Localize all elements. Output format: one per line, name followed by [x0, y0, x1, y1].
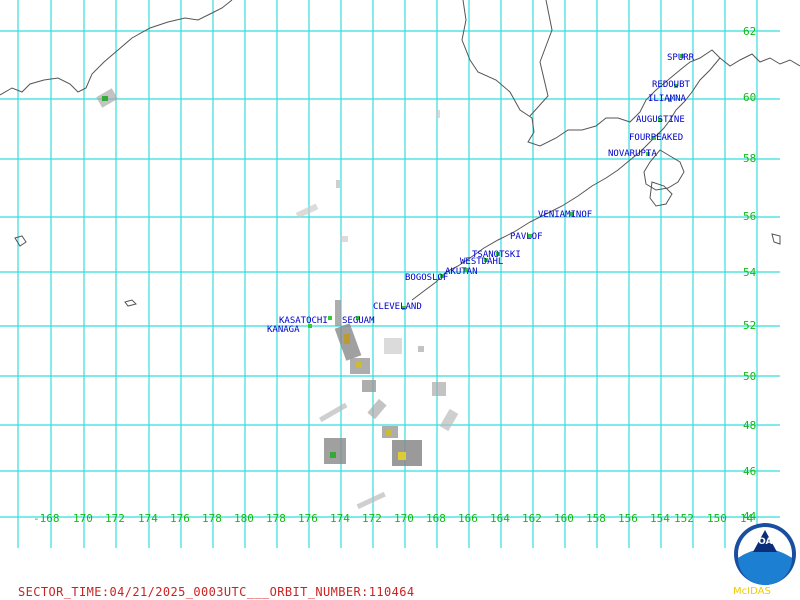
volcano-label-pavlof: PAVLOF — [510, 232, 543, 242]
volcano-labels: SPURR REDOUBT ILIAMNA AUGUSTINE FOURPEAK… — [267, 53, 695, 335]
southeast-coast — [719, 53, 800, 67]
siberia-coast — [0, 0, 233, 96]
volcano-label-redoubt: REDOUBT — [652, 80, 691, 90]
lon-label: 150 — [707, 512, 727, 525]
volcano-label-seguam: SEGUAM — [342, 316, 375, 326]
lon-label: 164 — [490, 512, 510, 525]
lon-label: -168 — [33, 512, 60, 525]
lat-label: 50 — [743, 370, 756, 383]
lon-label: 162 — [522, 512, 542, 525]
lon-label: 154 — [650, 512, 670, 525]
noaa-logo-text: NOAA — [751, 537, 780, 547]
volcano-label-fourpeaked: FOURPEAKED — [629, 133, 683, 143]
kodiak-island — [649, 181, 673, 207]
volcano-label-kasatochi: KASATOCHI — [279, 316, 328, 326]
western-alaska-coast — [529, 0, 553, 117]
lat-label: 54 — [743, 266, 757, 279]
lon-label: 168 — [426, 512, 446, 525]
island-a — [124, 299, 137, 307]
volcano-label-westdahl: WESTDAHL — [460, 257, 503, 267]
lon-label: 178 — [202, 512, 222, 525]
lat-label: 48 — [743, 419, 756, 432]
lon-label: 174 — [330, 512, 350, 525]
alaska-mainland-coast — [411, 0, 721, 301]
lon-label: 152 — [674, 512, 694, 525]
latitude-labels: 62 60 58 56 54 52 50 48 46 44 — [743, 25, 757, 523]
noaa-logo: NOAA — [734, 523, 796, 585]
volcano-label-augustine: AUGUSTINE — [636, 115, 685, 125]
lon-label: 172 — [362, 512, 382, 525]
volcano-label-cleveland: CLEVELAND — [373, 302, 422, 312]
volcano-label-kanaga: KANAGA — [267, 325, 300, 335]
island-b — [14, 235, 27, 247]
lat-label: 44 — [743, 510, 757, 523]
volcano-label-spurr: SPURR — [667, 53, 695, 63]
volcano-label-akutan: AKUTAN — [445, 267, 478, 277]
lon-label: 176 — [170, 512, 190, 525]
coastlines — [0, 0, 800, 307]
lon-label: 172 — [105, 512, 125, 525]
lat-label: 60 — [743, 91, 756, 104]
volcano-label-tsanotski: TSANOTSKI — [472, 250, 521, 260]
lon-label: 156 — [618, 512, 638, 525]
lon-label: 160 — [554, 512, 574, 525]
satellite-returns — [96, 88, 459, 510]
volcano-label-iliamna: ILIAMNA — [648, 94, 687, 104]
lat-label: 58 — [743, 152, 756, 165]
lat-label: 62 — [743, 25, 756, 38]
volcano-label-bogoslof: BOGOSLOF — [405, 273, 448, 283]
mcidas-credit: McIDAS — [733, 586, 771, 597]
kenai-kodiak — [643, 149, 685, 191]
lon-label: 166 — [458, 512, 478, 525]
lat-label: 52 — [743, 319, 756, 332]
lon-label: 158 — [586, 512, 606, 525]
lon-label: 14 — [740, 512, 754, 525]
sector-time-footer: SECTOR_TIME:04/21/2025_0003UTC___ORBIT_N… — [18, 585, 415, 599]
longitude-labels: -168 170 172 174 176 178 180 178 176 174… — [33, 512, 754, 525]
lon-label: 180 — [234, 512, 254, 525]
volcano-markers — [308, 54, 684, 328]
island-c — [771, 233, 781, 245]
volcano-label-novarupta: NOVARUPTA — [608, 149, 657, 159]
lon-label: 170 — [73, 512, 93, 525]
lon-label: 176 — [298, 512, 318, 525]
lat-label: 46 — [743, 465, 756, 478]
lon-label: 170 — [394, 512, 414, 525]
lon-label: 174 — [138, 512, 158, 525]
lat-label: 56 — [743, 210, 756, 223]
lon-label: 178 — [266, 512, 286, 525]
volcano-label-veniaminof: VENIAMINOF — [538, 210, 592, 220]
